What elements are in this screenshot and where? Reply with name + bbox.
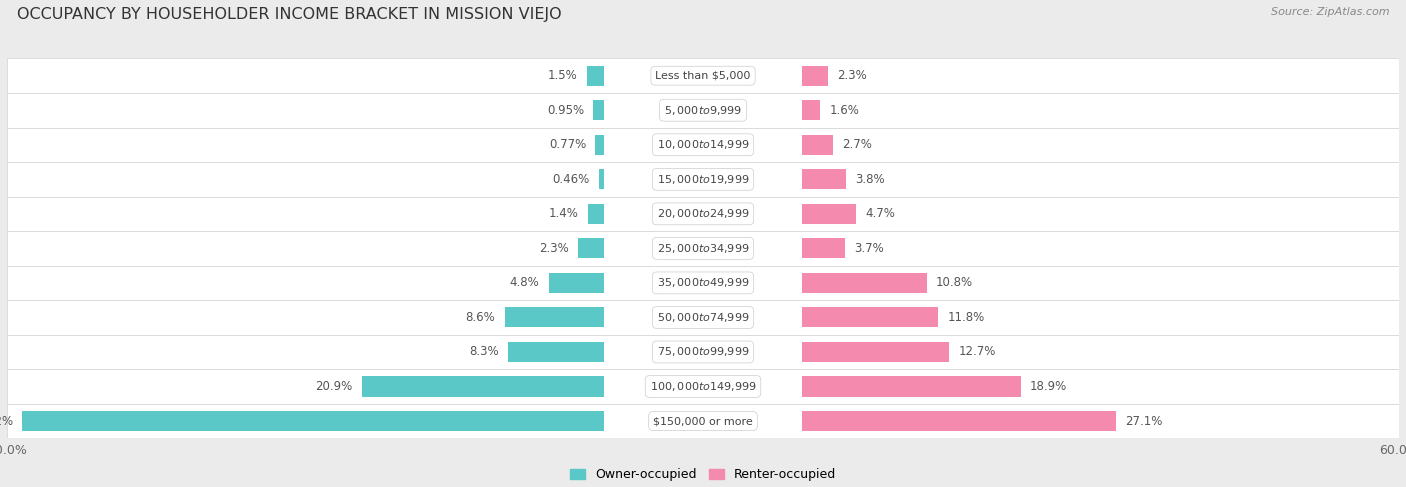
Bar [596,135,605,155]
Text: 50.2%: 50.2% [0,414,13,428]
Bar [7,300,1399,335]
Text: 0.46%: 0.46% [553,173,589,186]
Text: 18.9%: 18.9% [1031,380,1067,393]
Bar [548,273,605,293]
Text: 1.4%: 1.4% [548,207,579,220]
Bar [801,66,828,86]
Bar [801,411,1116,431]
Bar [801,135,832,155]
Text: $10,000 to $14,999: $10,000 to $14,999 [657,138,749,151]
Text: Source: ZipAtlas.com: Source: ZipAtlas.com [1271,7,1389,18]
Bar [22,411,605,431]
Text: 12.7%: 12.7% [959,345,995,358]
Text: 20.9%: 20.9% [315,380,353,393]
Text: $20,000 to $24,999: $20,000 to $24,999 [657,207,749,220]
Text: $100,000 to $149,999: $100,000 to $149,999 [650,380,756,393]
Bar [801,238,845,259]
Text: Less than $5,000: Less than $5,000 [655,71,751,81]
Text: 8.6%: 8.6% [465,311,495,324]
Bar [599,169,605,189]
Bar [7,128,1399,162]
Text: $50,000 to $74,999: $50,000 to $74,999 [657,311,749,324]
Text: 2.3%: 2.3% [538,242,568,255]
Text: 1.6%: 1.6% [830,104,859,117]
Text: $35,000 to $49,999: $35,000 to $49,999 [657,277,749,289]
Text: $15,000 to $19,999: $15,000 to $19,999 [657,173,749,186]
Bar [7,335,1399,369]
Text: $75,000 to $99,999: $75,000 to $99,999 [657,345,749,358]
Text: 4.7%: 4.7% [866,207,896,220]
Bar [588,204,605,224]
Text: 2.3%: 2.3% [838,69,868,82]
Bar [7,369,1399,404]
Bar [7,404,1399,438]
Bar [801,342,949,362]
Bar [7,265,1399,300]
Bar [578,238,605,259]
Bar [7,197,1399,231]
Bar [801,204,856,224]
Text: 0.77%: 0.77% [548,138,586,151]
Text: 0.95%: 0.95% [547,104,583,117]
Text: $5,000 to $9,999: $5,000 to $9,999 [664,104,742,117]
Text: 8.3%: 8.3% [470,345,499,358]
Text: 11.8%: 11.8% [948,311,986,324]
Bar [801,100,820,120]
Text: 10.8%: 10.8% [936,277,973,289]
Legend: Owner-occupied, Renter-occupied: Owner-occupied, Renter-occupied [567,465,839,485]
Text: OCCUPANCY BY HOUSEHOLDER INCOME BRACKET IN MISSION VIEJO: OCCUPANCY BY HOUSEHOLDER INCOME BRACKET … [17,7,561,22]
Bar [801,273,927,293]
Text: 3.7%: 3.7% [853,242,883,255]
Bar [361,376,605,396]
Bar [593,100,605,120]
Text: 27.1%: 27.1% [1125,414,1163,428]
Text: $150,000 or more: $150,000 or more [654,416,752,426]
Text: 4.8%: 4.8% [510,277,540,289]
Bar [7,231,1399,265]
Bar [7,162,1399,197]
Bar [7,93,1399,128]
Bar [588,66,605,86]
Text: 2.7%: 2.7% [842,138,872,151]
Bar [7,58,1399,93]
Text: 3.8%: 3.8% [855,173,884,186]
Bar [505,307,605,327]
Bar [801,376,1021,396]
Bar [801,307,938,327]
Text: $25,000 to $34,999: $25,000 to $34,999 [657,242,749,255]
Text: 1.5%: 1.5% [548,69,578,82]
Bar [508,342,605,362]
Bar [801,169,845,189]
